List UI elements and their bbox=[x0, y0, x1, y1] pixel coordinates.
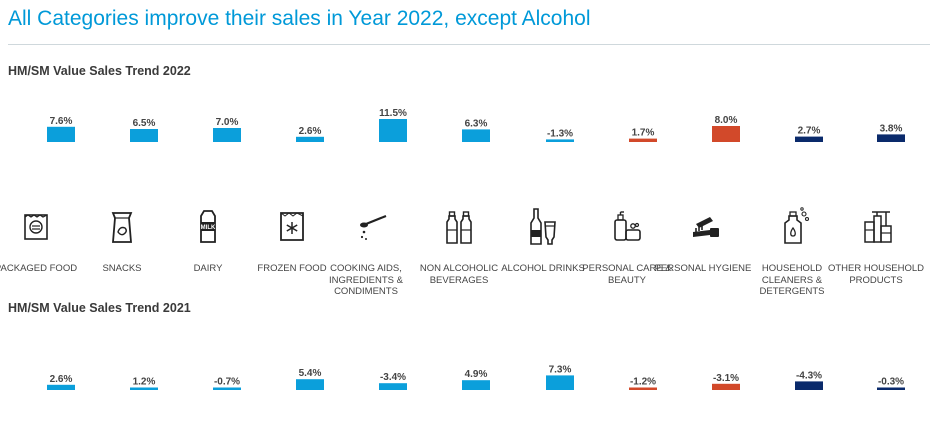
category-label: SNACKS bbox=[102, 263, 142, 274]
packaged-food-icon bbox=[20, 206, 52, 246]
category-label: ALCOHOL DRINKS bbox=[501, 263, 585, 274]
category-icons-row: MILK bbox=[0, 206, 938, 254]
sales-2022-bar bbox=[712, 126, 740, 142]
sales-2022-data-label: 6.5% bbox=[133, 118, 156, 129]
milk-carton-icon: MILK bbox=[192, 206, 224, 246]
sales-2022-bar bbox=[629, 138, 657, 142]
sales-2022-data-label: -1.3% bbox=[547, 128, 573, 139]
sales-2021-data-label: 5.4% bbox=[299, 368, 322, 379]
sales-2021-data-label: -0.3% bbox=[878, 377, 904, 388]
sales-2022-data-label: 7.6% bbox=[50, 116, 73, 127]
category-label: COOKING AIDS, INGREDIENTS & CONDIMENTS bbox=[329, 263, 403, 297]
sales-2021-bar bbox=[130, 387, 158, 390]
category-label: NON ALCOHOLIC BEVERAGES bbox=[419, 263, 499, 286]
sales-2021-bar bbox=[795, 381, 823, 390]
sales-2021-data-label: 7.3% bbox=[549, 364, 572, 375]
sales-2022-bar bbox=[462, 129, 490, 142]
chart-title-2022: HM/SM Value Sales Trend 2022 bbox=[8, 64, 191, 78]
page-title: All Categories improve their sales in Ye… bbox=[8, 7, 591, 30]
sales-2021-bar bbox=[379, 383, 407, 390]
bar-chart-2022: 7.6% 6.5% 7.0% 2.6% 11.5% 6.3% -1.3% 1.7% 8.0% 2.… bbox=[47, 108, 905, 142]
sales-2021-bar bbox=[213, 387, 241, 390]
sales-2021-data-label: 4.9% bbox=[465, 369, 488, 380]
personal-care-icon bbox=[611, 206, 643, 246]
category-label: OTHER HOUSEHOLD PRODUCTS bbox=[827, 263, 925, 286]
sales-2021-data-label: -0.7% bbox=[214, 377, 240, 388]
sales-2022-bar bbox=[47, 126, 75, 142]
bottles-icon bbox=[443, 206, 475, 246]
frozen-food-icon bbox=[276, 206, 308, 246]
svg-text:MILK: MILK bbox=[201, 225, 216, 231]
sales-2022-data-label: 2.7% bbox=[798, 126, 821, 137]
sales-2022-data-label: 8.0% bbox=[715, 115, 738, 126]
alcohol-bottle-icon bbox=[527, 206, 559, 246]
category-label: FROZEN FOOD bbox=[257, 263, 327, 274]
sales-2022-bar bbox=[130, 129, 158, 142]
sales-2022-data-label: 6.3% bbox=[465, 118, 488, 129]
bar-chart-2021: 2.6% 1.2% -0.7% 5.4% -3.4% 4.9% 7.3% -1.2% -3.1%… bbox=[47, 364, 905, 390]
category-label: PACKAGED FOOD bbox=[0, 263, 78, 274]
sales-2021-bar bbox=[877, 387, 905, 390]
category-label: HOUSEHOLD CLEANERS & DETERGENTS bbox=[759, 263, 825, 297]
spoon-icon bbox=[356, 206, 388, 246]
sales-2022-bar bbox=[213, 128, 241, 142]
sales-2022-bar bbox=[296, 136, 324, 142]
household-products-icon bbox=[862, 206, 894, 246]
sales-2022-data-label: 3.8% bbox=[880, 123, 903, 134]
chart-title-2021: HM/SM Value Sales Trend 2021 bbox=[8, 301, 191, 315]
sales-2022-bar bbox=[795, 136, 823, 142]
sales-2021-data-label: -3.1% bbox=[713, 373, 739, 384]
sales-2021-bar bbox=[629, 387, 657, 390]
category-label: PERSONAL HYGIENE bbox=[654, 263, 752, 274]
toothbrush-icon bbox=[690, 206, 722, 246]
category-label: DAIRY bbox=[193, 263, 223, 274]
sales-2021-data-label: 1.2% bbox=[133, 377, 156, 388]
sales-2022-data-label: 2.6% bbox=[299, 126, 322, 137]
sales-2021-data-label: -4.3% bbox=[796, 370, 822, 381]
sales-2022-bar bbox=[877, 134, 905, 142]
sales-2021-bar bbox=[462, 380, 490, 390]
sales-2021-data-label: -3.4% bbox=[380, 372, 406, 383]
sales-2022-bar bbox=[546, 139, 574, 142]
title-divider bbox=[8, 44, 930, 45]
detergent-bottle-icon bbox=[779, 206, 811, 246]
sales-2022-data-label: 7.0% bbox=[216, 117, 239, 128]
category-label: PERSONAL CARE & BEAUTY bbox=[582, 263, 672, 286]
sales-2021-data-label: -1.2% bbox=[630, 377, 656, 388]
sales-2021-bar bbox=[712, 383, 740, 390]
sales-2021-data-label: 2.6% bbox=[50, 374, 73, 385]
sales-2021-bar bbox=[296, 379, 324, 390]
sales-2022-data-label: 11.5% bbox=[379, 108, 407, 119]
sales-2021-bar bbox=[47, 384, 75, 390]
sales-2021-bar bbox=[546, 375, 574, 390]
sales-2022-bar bbox=[379, 119, 407, 142]
snacks-icon bbox=[106, 206, 138, 246]
sales-2022-data-label: 1.7% bbox=[632, 128, 655, 139]
